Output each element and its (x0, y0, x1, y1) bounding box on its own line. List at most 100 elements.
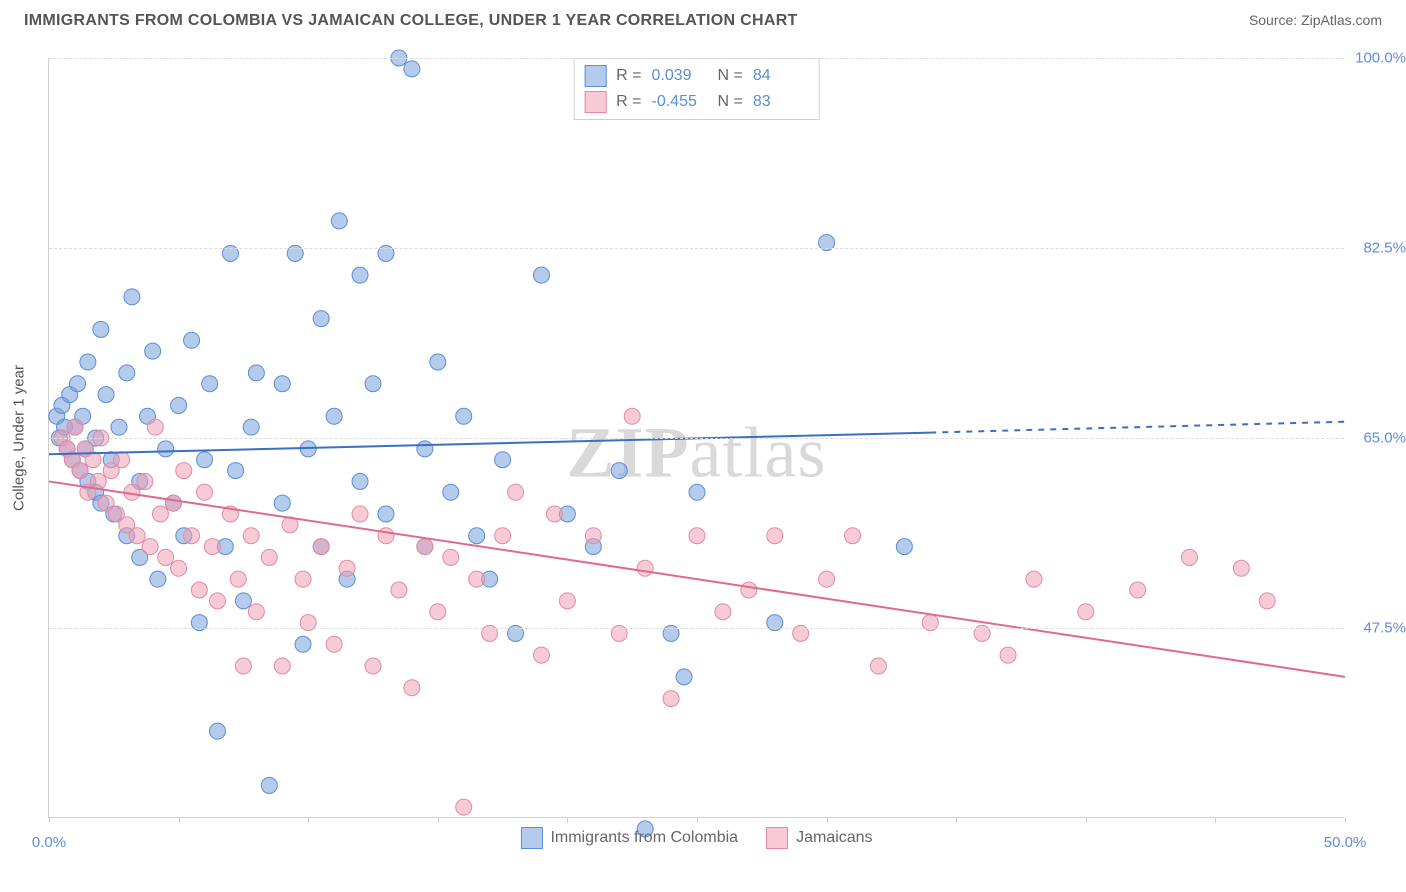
scatter-point (1233, 560, 1249, 576)
legend-label-pink: Jamaicans (796, 829, 872, 847)
scatter-point (637, 560, 653, 576)
n-value-blue: 84 (753, 67, 809, 85)
scatter-point (295, 571, 311, 587)
scatter-point (197, 452, 213, 468)
scatter-point (896, 539, 912, 555)
scatter-point (235, 593, 251, 609)
scatter-point (508, 484, 524, 500)
legend-label-blue: Immigrants from Colombia (550, 829, 738, 847)
scatter-point (158, 441, 174, 457)
scatter-point (443, 549, 459, 565)
scatter-point (456, 408, 472, 424)
scatter-point (147, 419, 163, 435)
y-tick-label: 47.5% (1363, 620, 1406, 637)
scatter-point (559, 593, 575, 609)
scatter-point (209, 593, 225, 609)
scatter-point (295, 636, 311, 652)
scatter-point (443, 484, 459, 500)
scatter-point (184, 528, 200, 544)
scatter-point (352, 506, 368, 522)
scatter-point (80, 354, 96, 370)
scatter-point (230, 571, 246, 587)
x-tick (567, 817, 568, 823)
correlation-legend: R = 0.039 N = 84 R = -0.455 N = 83 (573, 58, 820, 120)
scatter-point (1000, 647, 1016, 663)
scatter-point (209, 723, 225, 739)
x-tick (1345, 817, 1346, 823)
scatter-point (274, 376, 290, 392)
swatch-pink-icon (584, 91, 606, 113)
scatter-point (261, 777, 277, 793)
x-tick (1086, 817, 1087, 823)
source-value: ZipAtlas.com (1301, 12, 1382, 28)
x-tick (697, 817, 698, 823)
y-tick-label: 100.0% (1355, 50, 1406, 67)
scatter-point (689, 528, 705, 544)
legend-row-blue: R = 0.039 N = 84 (584, 63, 809, 89)
gridline (49, 628, 1344, 629)
scatter-point (469, 528, 485, 544)
y-tick-label: 82.5% (1363, 240, 1406, 257)
scatter-point (114, 452, 130, 468)
scatter-point (176, 463, 192, 479)
scatter-point (119, 365, 135, 381)
scatter-point (228, 463, 244, 479)
scatter-point (546, 506, 562, 522)
scatter-point (378, 528, 394, 544)
scatter-point (378, 506, 394, 522)
trend-line (930, 422, 1345, 433)
gridline (49, 58, 1344, 59)
legend-item-pink: Jamaicans (766, 827, 872, 849)
scatter-point (67, 419, 83, 435)
scatter-point (243, 419, 259, 435)
scatter-point (495, 452, 511, 468)
scatter-point (391, 582, 407, 598)
scatter-point (741, 582, 757, 598)
swatch-blue-icon (520, 827, 542, 849)
scatter-point (124, 289, 140, 305)
scatter-point (129, 528, 145, 544)
scatter-point (715, 604, 731, 620)
r-value-blue: 0.039 (652, 67, 708, 85)
scatter-point (197, 484, 213, 500)
scatter-point (365, 376, 381, 392)
legend-row-pink: R = -0.455 N = 83 (584, 89, 809, 115)
scatter-point (352, 473, 368, 489)
scatter-point (819, 571, 835, 587)
scatter-point (676, 669, 692, 685)
scatter-point (533, 267, 549, 283)
scatter-point (767, 528, 783, 544)
scatter-point (313, 311, 329, 327)
scatter-point (365, 658, 381, 674)
r-value-pink: -0.455 (652, 93, 708, 111)
scatter-point (339, 560, 355, 576)
scatter-point (430, 354, 446, 370)
x-tick (438, 817, 439, 823)
r-label: R = (616, 67, 641, 85)
scatter-point (469, 571, 485, 587)
scatter-point (171, 397, 187, 413)
chart-title: IMMIGRANTS FROM COLOMBIA VS JAMAICAN COL… (24, 12, 798, 30)
scatter-point (184, 332, 200, 348)
scatter-point (1026, 571, 1042, 587)
scatter-point (417, 441, 433, 457)
scatter-point (1181, 549, 1197, 565)
scatter-point (243, 528, 259, 544)
scatter-point (456, 799, 472, 815)
scatter-point (235, 658, 251, 674)
scatter-point (495, 528, 511, 544)
x-tick (308, 817, 309, 823)
scatter-point (274, 495, 290, 511)
swatch-blue-icon (584, 65, 606, 87)
scatter-point (191, 582, 207, 598)
scatter-point (404, 61, 420, 77)
scatter-point (611, 463, 627, 479)
scatter-point (158, 549, 174, 565)
x-tick (956, 817, 957, 823)
scatter-point (70, 376, 86, 392)
swatch-pink-icon (766, 827, 788, 849)
series-legend: Immigrants from Colombia Jamaicans (520, 827, 872, 849)
scatter-point (533, 647, 549, 663)
scatter-point (204, 539, 220, 555)
trend-line (49, 433, 930, 455)
